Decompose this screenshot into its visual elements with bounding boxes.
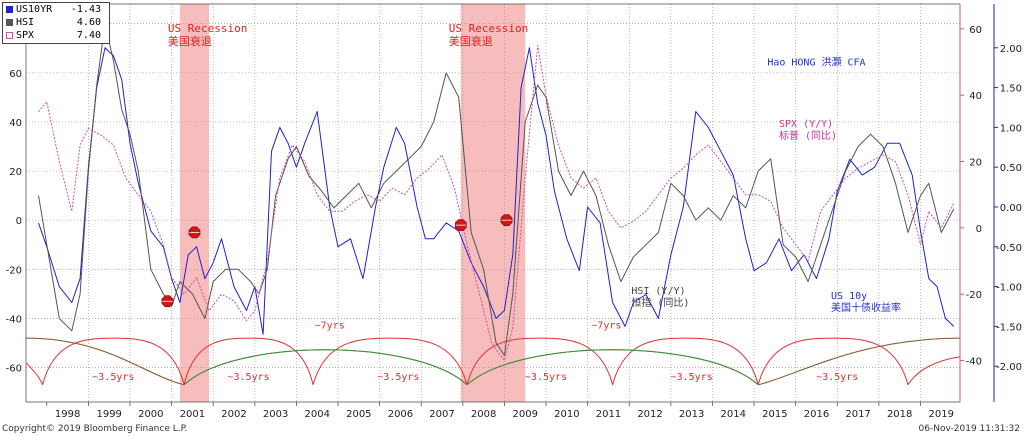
recession-label-2: US Recession — [449, 22, 528, 35]
cycle-arc-3-5y — [183, 337, 314, 385]
legend-box: US10YR -1.43 HSI 4.60 SPX 7.40 — [2, 2, 110, 44]
x-axis-tick-label: 2006 — [388, 409, 413, 420]
annotation-text: ~7yrs — [315, 320, 345, 331]
recession-label-1: US Recession — [168, 22, 247, 35]
legend-item: SPX 7.40 — [3, 29, 109, 42]
x-axis-tick-label: 2001 — [180, 409, 205, 420]
cycle-arc-7y — [25, 337, 185, 386]
right-axis-1-tick-label: 60 — [969, 25, 982, 36]
annotation-text: 美国十债收益率 — [831, 301, 901, 314]
left-axis-tick-label: 0 — [16, 216, 22, 227]
cycle-arc-3-5y — [612, 337, 759, 385]
annotation-text: ~3.5yrs — [816, 372, 858, 383]
right-axis-2-tick-label: -0.50 — [996, 243, 1022, 254]
legend-series-value: -1.43 — [70, 4, 101, 15]
annotation-text: US 10y — [831, 291, 867, 302]
cycle-arc-3-5y — [907, 356, 961, 386]
x-axis-tick-label: 2017 — [845, 409, 870, 420]
x-axis-tick-label: 2014 — [721, 409, 746, 420]
legend-swatch — [6, 6, 13, 13]
x-axis-tick-label: 2011 — [596, 409, 621, 420]
cycle-arc-3-5y — [757, 337, 909, 385]
recession-label-cn-2: 美国衰退 — [449, 34, 493, 48]
legend-series-value: 7.40 — [76, 30, 101, 41]
recession-band-2 — [460, 4, 526, 402]
cycle-arc-7y — [183, 349, 468, 386]
right-axis-2-tick-label: 0.50 — [1000, 163, 1022, 174]
x-axis-tick-label: 2019 — [929, 409, 954, 420]
legend-swatch — [6, 19, 13, 26]
annotation-text: 标普 (同比) — [779, 129, 837, 142]
recession-label-cn-1: 美国衰退 — [168, 34, 212, 48]
left-axis-tick-label: -20 — [6, 265, 22, 276]
series-line-us10yr — [38, 47, 955, 335]
x-axis-tick-label: 2008 — [471, 409, 496, 420]
right-axis-2-tick-label: -1.00 — [996, 283, 1022, 294]
annotation-text: ~3.5yrs — [525, 372, 567, 383]
cycle-arc-7y — [466, 349, 759, 386]
annotation-text: ~3.5yrs — [92, 372, 134, 383]
right-axis-2-tick-label: 2.00 — [1000, 44, 1022, 55]
right-axis-1-tick-label: 20 — [969, 158, 982, 169]
series-line-spx — [38, 45, 955, 361]
left-axis-tick-label: 20 — [9, 167, 22, 178]
right-axis-1-tick-label: 40 — [969, 91, 982, 102]
annotation-text: Hao HONG 洪灝 CFA — [767, 56, 865, 68]
right-axis-2-tick-label: 1.00 — [1000, 123, 1022, 134]
x-axis-tick-label: 2003 — [263, 409, 288, 420]
x-axis-tick-label: 2010 — [554, 409, 579, 420]
left-axis-tick-label: -40 — [6, 314, 22, 325]
right-axis-2-tick-label: -1.50 — [996, 322, 1022, 333]
annotation-text: HSI (Y/Y) — [631, 286, 685, 297]
cycle-arc-3-5y — [25, 362, 44, 385]
left-axis-tick-label: 60 — [9, 69, 22, 80]
annotation-text: ~3.5yrs — [671, 372, 713, 383]
legend-series-name: HSI — [16, 17, 35, 28]
cycle-arc-7y — [758, 337, 961, 386]
x-axis-tick-label: 2007 — [429, 409, 454, 420]
x-axis-tick-label: 1999 — [96, 409, 121, 420]
right-axis-2-tick-label: 0.00 — [1000, 203, 1022, 214]
cycle-arc-3-5y — [466, 337, 614, 385]
annotation-text: SPX (Y/Y) — [779, 119, 833, 130]
legend-series-value: 4.60 — [76, 17, 101, 28]
left-axis-tick-label: 40 — [9, 118, 22, 129]
x-axis-tick-label: 2018 — [887, 409, 912, 420]
x-axis-tick-label: 2009 — [513, 409, 538, 420]
annotation-text: ~3.5yrs — [228, 372, 270, 383]
cycle-arc-3-5y — [42, 337, 185, 385]
timestamp-text: 06-Nov-2019 11:31:32 — [918, 424, 1020, 434]
x-axis-tick-label: 2013 — [679, 409, 704, 420]
left-axis-tick-label: -60 — [6, 364, 22, 375]
legend-item: US10YR -1.43 — [3, 3, 109, 16]
cycle-arc-3-5y — [312, 337, 468, 385]
right-axis-1-tick-label: -40 — [966, 357, 982, 368]
legend-series-name: US10YR — [16, 4, 53, 15]
right-axis-1-tick-label: -20 — [966, 290, 982, 301]
x-axis-tick-label: 2004 — [304, 409, 329, 420]
copyright-text: Copyright© 2019 Bloomberg Finance L.P. — [2, 424, 188, 434]
annotation-text: ~3.5yrs — [377, 372, 419, 383]
annotation-text: 恒指 (同比) — [631, 296, 689, 309]
x-axis-tick-label: 2015 — [762, 409, 787, 420]
legend-swatch — [6, 32, 13, 39]
annotation-text: ~7yrs — [591, 320, 621, 331]
x-axis-tick-label: 2016 — [804, 409, 829, 420]
right-axis-1-tick-label: 0 — [976, 224, 982, 235]
x-axis-tick-label: 2005 — [346, 409, 371, 420]
x-axis-tick-label: 2000 — [138, 409, 163, 420]
right-axis-2-tick-label: -2.00 — [996, 362, 1022, 373]
legend-series-name: SPX — [16, 30, 35, 41]
x-axis-tick-label: 2012 — [637, 409, 662, 420]
legend-item: HSI 4.60 — [3, 16, 109, 29]
x-axis-tick-label: 1998 — [55, 409, 80, 420]
x-axis-tick-label: 2002 — [221, 409, 246, 420]
right-axis-2-tick-label: 1.50 — [1000, 84, 1022, 95]
recession-band-1 — [179, 4, 210, 402]
